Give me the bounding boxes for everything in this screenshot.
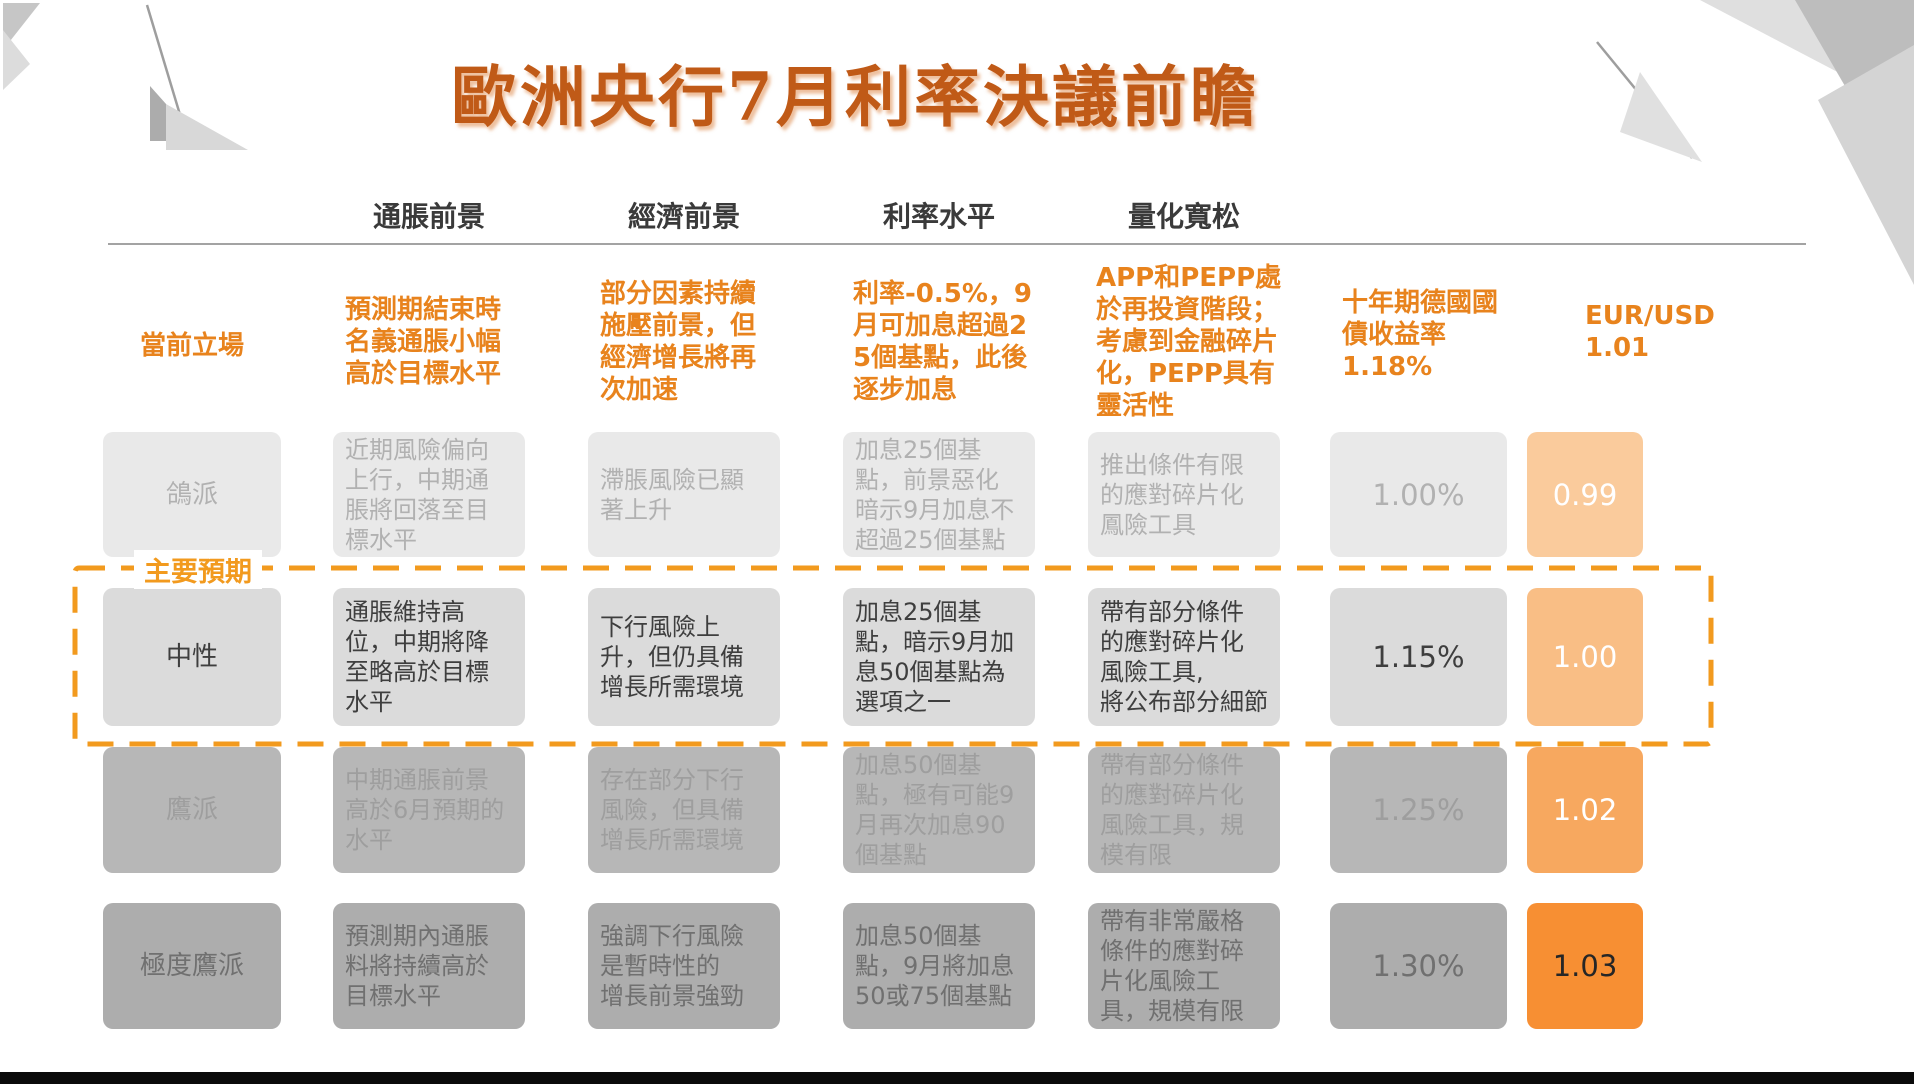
table-cell-dove-qe: 推出條件有限 的應對碎片化 鳳險工具 [1088,432,1280,557]
table-cell-dove-rates: 加息25個基 點，前景惡化 暗示9月加息不 超過25個基點 [843,432,1035,557]
corner-triangle-top-left-icon [3,3,40,50]
bund-yield-cell-neutral: 1.15% [1330,588,1507,726]
table-cell-neutral-inflation: 通脹維持高 位，中期將降 至略高於目標 水平 [333,588,525,726]
stance-desc-rates: 利率-0.5%，9 月可加息超過2 5個基點，此後 逐步加息 [853,279,1032,405]
stance-desc-inflation: 預測期結束時 名義通脹小幅 高於目標水平 [345,295,502,389]
stance-cell-dove: 鴿派 [103,432,281,557]
table-cell-extreme-hawk-qe: 帶有非常嚴格 條件的應對碎 片化風險工 具，規模有限 [1088,903,1280,1029]
table-cell-dove-inflation: 近期風險偏向 上行，中期通 脹將回落至目 標水平 [333,432,525,557]
stance-cell-hawk: 鷹派 [103,747,281,873]
table-cell-neutral-qe: 帶有部分條件 的應對碎片化 風險工具, 將公布部分細節 [1088,588,1280,726]
table-cell-neutral-rates: 加息25個基 點，暗示9月加 息50個基點為 選項之一 [843,588,1035,726]
eurusd-cell-dove: 0.99 [1527,432,1643,557]
column-header-qe: 量化寬松 [1127,200,1240,233]
table-cell-neutral-economy: 下行風險上 升，但仍具備 增長所需環境 [588,588,780,726]
table-cell-hawk-rates: 加息50個基 點，極有可能9 月再次加息90 個基點 [843,747,1035,873]
column-header-rates: 利率水平 [882,200,995,233]
table-cell-hawk-economy: 存在部分下行 風險，但具備 增長所需環境 [588,747,780,873]
page-title: 歐洲央行7月利率決議前瞻 [451,58,1259,136]
stance-desc-eurusd: EUR/USD 1.01 [1585,301,1715,363]
bund-yield-cell-dove: 1.00% [1330,432,1507,557]
bottom-bar [0,1072,1914,1084]
bund-yield-cell-extreme-hawk: 1.30% [1330,903,1507,1029]
table-cell-hawk-qe: 帶有部分條件 的應對碎片化 風險工具，規 模有限 [1088,747,1280,873]
column-header-economy: 經濟前景 [627,200,740,233]
column-header-inflation: 通脹前景 [372,200,485,233]
eurusd-cell-hawk: 1.02 [1527,747,1643,873]
main-expectation-label: 主要預期 [134,550,262,589]
table-cell-extreme-hawk-rates: 加息50個基 點，9月將加息 50或75個基點 [843,903,1035,1029]
stance-cell-neutral: 中性 [103,588,281,726]
stance-desc-qe: APP和PEPP處 於再投資階段； 考慮到金融碎片 化，PEPP具有 靈活性 [1096,263,1282,421]
stance-desc-economy: 部分因素持續 施壓前景，但 經濟增長將再 次加速 [600,279,757,405]
table-cell-extreme-hawk-economy: 強調下行風險 是暫時性的 增長前景強勁 [588,903,780,1029]
eurusd-cell-extreme-hawk: 1.03 [1527,903,1643,1029]
table-cell-extreme-hawk-inflation: 預測期內通脹 料將持續高於 目標水平 [333,903,525,1029]
eurusd-cell-neutral: 1.00 [1527,588,1643,726]
header-divider-line [108,243,1806,245]
bund-yield-cell-hawk: 1.25% [1330,747,1507,873]
current-stance-label: 當前立場 [139,331,244,361]
stance-cell-extreme-hawk: 極度鷹派 [103,903,281,1029]
table-cell-dove-economy: 滯脹風險已顯 著上升 [588,432,780,557]
stance-desc-bund-yield: 十年期德國國 債收益率 1.18% [1342,288,1499,382]
main-expectation-dashed-border [72,565,1714,747]
table-cell-hawk-inflation: 中期通脹前景 高於6月預期的 水平 [333,747,525,873]
